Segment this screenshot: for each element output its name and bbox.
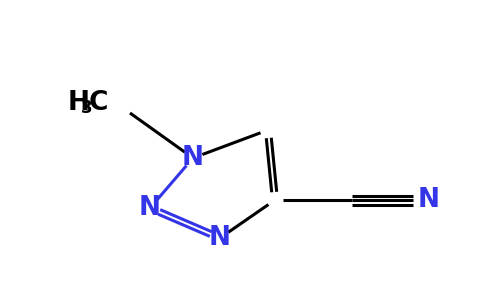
Text: N: N xyxy=(182,145,204,171)
Text: 3: 3 xyxy=(81,99,92,117)
Text: N: N xyxy=(418,187,440,213)
Text: H: H xyxy=(68,90,90,116)
Text: C: C xyxy=(89,90,108,116)
Text: N: N xyxy=(139,195,161,221)
Text: N: N xyxy=(209,225,231,251)
